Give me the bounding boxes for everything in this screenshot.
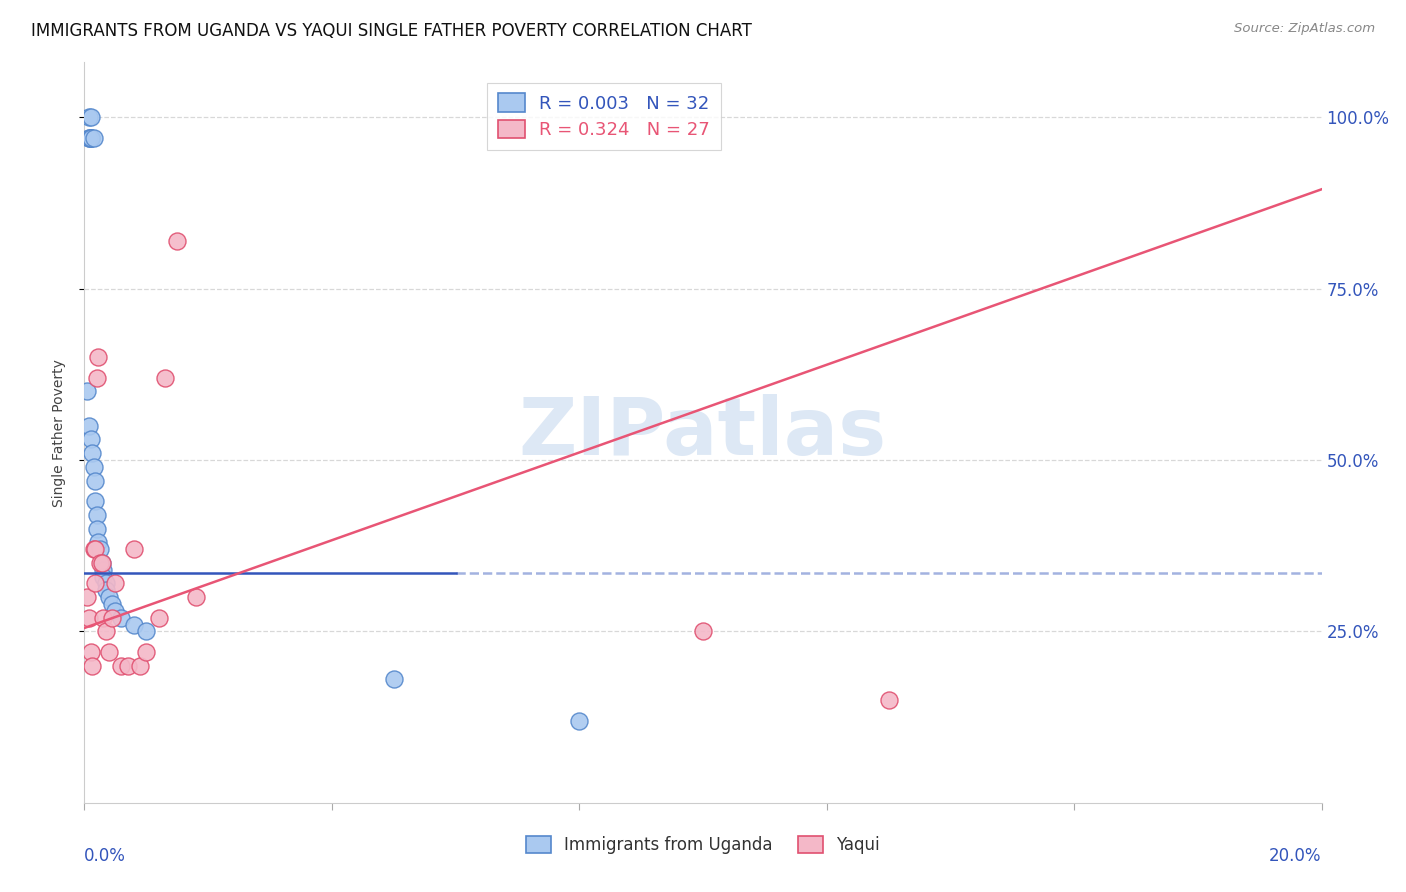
Point bbox=[79, 131, 101, 145]
Point bbox=[382, 673, 405, 687]
Text: IMMIGRANTS FROM UGANDA VS YAQUI SINGLE FATHER POVERTY CORRELATION CHART: IMMIGRANTS FROM UGANDA VS YAQUI SINGLE F… bbox=[31, 22, 752, 40]
Point bbox=[86, 508, 108, 522]
Point bbox=[101, 610, 124, 624]
Point bbox=[148, 610, 170, 624]
Point bbox=[77, 110, 100, 124]
Point bbox=[110, 658, 132, 673]
Point bbox=[79, 131, 101, 145]
Point bbox=[91, 569, 114, 583]
Point bbox=[135, 645, 157, 659]
Point bbox=[79, 110, 101, 124]
Text: 20.0%: 20.0% bbox=[1270, 847, 1322, 865]
Point bbox=[104, 604, 127, 618]
Point bbox=[877, 693, 900, 707]
Point bbox=[129, 658, 152, 673]
Point bbox=[79, 131, 101, 145]
Point bbox=[135, 624, 157, 639]
Point bbox=[98, 645, 121, 659]
Point bbox=[84, 542, 107, 557]
Legend: Immigrants from Uganda, Yaqui: Immigrants from Uganda, Yaqui bbox=[519, 830, 887, 861]
Point bbox=[87, 535, 110, 549]
Point bbox=[98, 590, 121, 604]
Point bbox=[89, 542, 111, 557]
Point bbox=[79, 418, 101, 433]
Point bbox=[94, 576, 117, 591]
Point bbox=[104, 576, 127, 591]
Point bbox=[568, 714, 591, 728]
Point bbox=[101, 597, 124, 611]
Point bbox=[90, 556, 112, 570]
Point bbox=[80, 446, 103, 460]
Point bbox=[77, 131, 100, 145]
Text: ZIPatlas: ZIPatlas bbox=[519, 393, 887, 472]
Point bbox=[89, 556, 111, 570]
Point bbox=[184, 590, 207, 604]
Y-axis label: Single Father Poverty: Single Father Poverty bbox=[52, 359, 66, 507]
Point bbox=[84, 576, 107, 591]
Point bbox=[83, 459, 105, 474]
Point bbox=[76, 590, 98, 604]
Point bbox=[79, 610, 101, 624]
Point bbox=[122, 617, 145, 632]
Point bbox=[83, 131, 105, 145]
Point bbox=[94, 583, 117, 598]
Text: Source: ZipAtlas.com: Source: ZipAtlas.com bbox=[1234, 22, 1375, 36]
Text: 0.0%: 0.0% bbox=[84, 847, 127, 865]
Point bbox=[91, 563, 114, 577]
Point bbox=[86, 371, 108, 385]
Point bbox=[110, 610, 132, 624]
Point bbox=[76, 384, 98, 399]
Point bbox=[84, 494, 107, 508]
Point bbox=[84, 474, 107, 488]
Point bbox=[77, 131, 100, 145]
Point bbox=[122, 542, 145, 557]
Point bbox=[692, 624, 714, 639]
Point bbox=[91, 610, 114, 624]
Point bbox=[80, 658, 103, 673]
Point bbox=[83, 542, 105, 557]
Point bbox=[153, 371, 176, 385]
Point bbox=[90, 556, 112, 570]
Point bbox=[79, 433, 101, 447]
Point bbox=[79, 645, 101, 659]
Point bbox=[117, 658, 139, 673]
Point bbox=[86, 522, 108, 536]
Point bbox=[94, 624, 117, 639]
Point bbox=[166, 234, 188, 248]
Point bbox=[87, 350, 110, 364]
